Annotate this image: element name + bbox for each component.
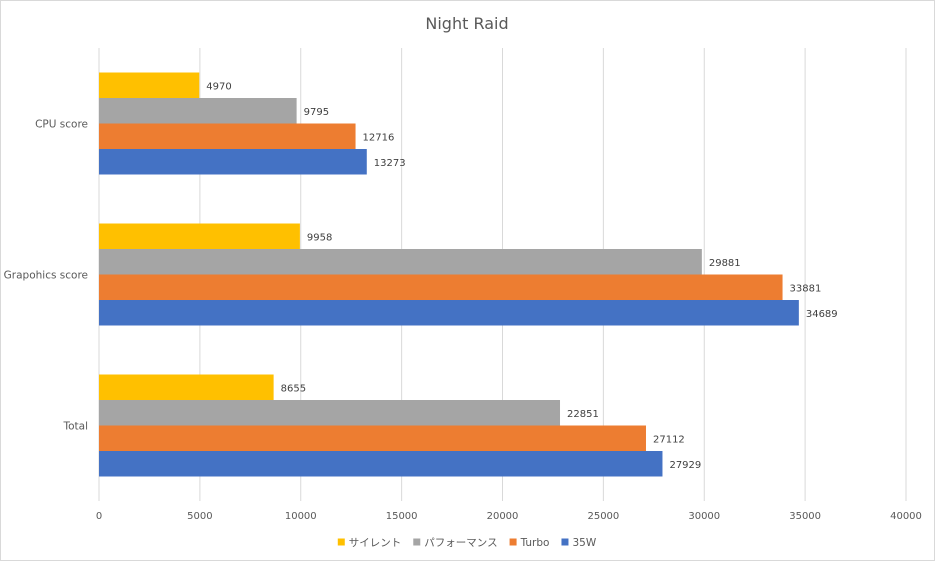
x-tick-label: 5000 [187,511,212,522]
data-labels: 4970 9795 12716 13273 9958 29881 33881 34689 865… [206,81,837,471]
data-label: 13273 [374,158,406,169]
bar [99,451,663,477]
data-label: 8655 [281,383,306,394]
data-label: 27112 [653,434,685,445]
x-tick-label: 35000 [789,511,821,522]
legend-label: サイレント [349,537,402,549]
data-label: 33881 [790,283,822,294]
category-label: CPU score [35,119,88,131]
chart-title: Night Raid [425,14,508,33]
x-tick-label: 20000 [487,511,519,522]
bars [99,72,799,477]
data-label: 27929 [669,460,701,471]
x-tick-label: 15000 [386,511,418,522]
legend-label: 35W [572,537,596,549]
x-tick-label: 40000 [890,511,922,522]
category-label: Total [62,421,88,433]
data-label: 4970 [206,81,231,92]
bar [99,400,561,426]
x-tick-labels: 0 5000 10000 15000 20000 25000 30000 35000 40000 [96,511,922,522]
bar [99,425,646,451]
bar [99,223,300,249]
legend-label: パフォーマンス [424,537,497,549]
bar [99,98,297,124]
bar [99,374,274,400]
legend: サイレント パフォーマンス Turbo 35W [337,537,597,549]
x-tick-label: 0 [96,511,102,522]
x-tick-label: 25000 [587,511,619,522]
legend-swatch [337,538,345,546]
category-labels: CPU score Grapohics score Total [4,119,88,433]
data-label: 9958 [307,232,332,243]
legend-swatch [561,538,569,546]
x-tick-label: 30000 [688,511,720,522]
data-label: 22851 [567,409,599,420]
data-label: 12716 [363,132,395,143]
data-label: 34689 [806,309,838,320]
bar [99,274,783,300]
data-label: 9795 [304,107,329,118]
bar [99,72,200,98]
bar [99,149,367,175]
bar [99,300,799,326]
data-label: 29881 [709,258,741,269]
legend-swatch [509,538,517,546]
legend-label: Turbo [520,537,550,549]
x-tick-label: 10000 [285,511,317,522]
legend-swatch [413,538,421,546]
bar [99,249,702,275]
bar [99,123,356,149]
category-label: Grapohics score [4,270,88,282]
